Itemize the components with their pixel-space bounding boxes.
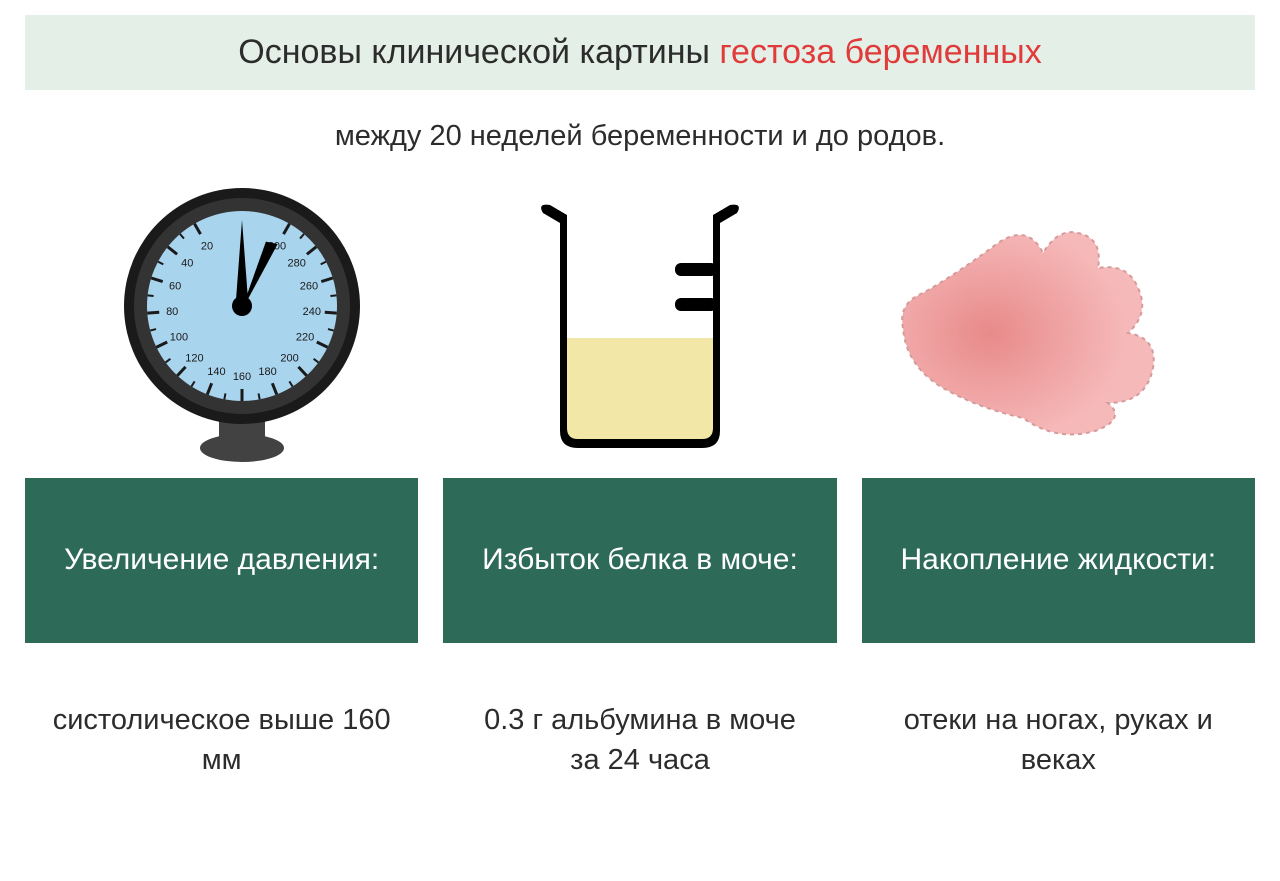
svg-text:40: 40: [181, 257, 193, 269]
svg-text:80: 80: [166, 306, 178, 318]
svg-text:60: 60: [169, 280, 181, 292]
svg-text:180: 180: [258, 366, 276, 378]
svg-text:20: 20: [201, 240, 213, 252]
title-part-1: Основы клинической картины: [238, 33, 719, 71]
svg-text:140: 140: [207, 366, 225, 378]
svg-text:160: 160: [232, 371, 250, 383]
header-cell-1: Избыток белка в моче:: [443, 478, 836, 643]
icon-cell-hand: [852, 168, 1225, 478]
svg-text:100: 100: [169, 331, 187, 343]
subtitle: между 20 неделей беременности и до родов…: [25, 90, 1255, 168]
desc-cell-0: систолическое выше 160 мм: [25, 643, 418, 838]
icon-row: 2040608010012014016018020022024026028030…: [25, 168, 1255, 478]
icon-cell-pressure: 2040608010012014016018020022024026028030…: [55, 168, 428, 478]
header-cell-2: Накопление жидкости:: [862, 478, 1255, 643]
svg-text:220: 220: [296, 331, 314, 343]
header-cell-0: Увеличение давления:: [25, 478, 418, 643]
desc-row: систолическое выше 160 мм 0.3 г альбумин…: [25, 643, 1255, 838]
beaker-icon: [525, 193, 755, 453]
svg-text:120: 120: [185, 352, 203, 364]
svg-text:240: 240: [302, 306, 320, 318]
header-row: Увеличение давления: Избыток белка в моч…: [25, 478, 1255, 643]
svg-text:200: 200: [280, 352, 298, 364]
title-bar: Основы клинической картины гестоза берем…: [25, 15, 1255, 90]
icon-cell-beaker: [453, 168, 826, 478]
svg-text:260: 260: [299, 280, 317, 292]
svg-text:280: 280: [287, 257, 305, 269]
swollen-hand-icon: [888, 208, 1188, 438]
title-part-2: гестоза беременных: [719, 33, 1041, 71]
gauge-icon: 2040608010012014016018020022024026028030…: [117, 178, 367, 468]
desc-cell-2: отеки на ногах, руках и веках: [862, 643, 1255, 838]
desc-cell-1: 0.3 г альбумина в моче за 24 часа: [443, 643, 836, 838]
